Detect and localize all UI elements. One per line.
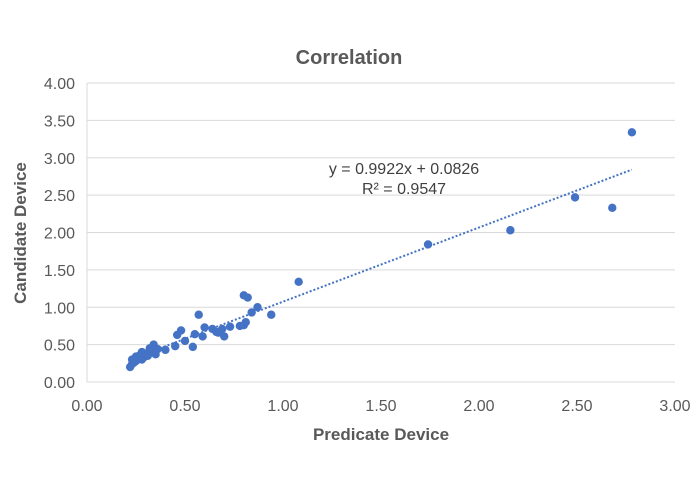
data-point — [180, 336, 190, 346]
x-tick-label: 0.00 — [71, 398, 102, 415]
data-point — [506, 226, 515, 235]
trendline-r-squared: R² = 0.9547 — [362, 181, 446, 198]
data-point — [243, 293, 252, 302]
chart-title: Correlation — [296, 47, 403, 69]
y-tick-label: 2.50 — [44, 188, 75, 205]
data-point — [220, 332, 229, 341]
data-point — [570, 193, 580, 202]
data-point — [627, 128, 637, 137]
data-point — [188, 342, 198, 352]
data-point — [608, 203, 617, 213]
y-axis-title: Candidate Device — [11, 162, 30, 304]
data-point — [171, 341, 180, 351]
data-point — [200, 323, 209, 332]
y-tick-label: 2.00 — [44, 226, 75, 243]
data-point — [423, 240, 433, 249]
data-point — [176, 326, 186, 335]
x-tick-label: 1.00 — [267, 398, 298, 415]
x-tick-label: 2.50 — [561, 398, 592, 415]
y-tick-label: 4.00 — [44, 76, 75, 93]
trendline-equation: y = 0.9922x + 0.0826 — [329, 161, 479, 178]
data-point — [225, 322, 235, 331]
data-point — [194, 310, 203, 319]
data-point — [153, 344, 162, 354]
y-tick-label: 0.50 — [44, 338, 75, 355]
data-point — [253, 303, 262, 312]
y-tick-label: 0.00 — [44, 375, 75, 392]
x-axis-title: Predicate Device — [313, 425, 449, 444]
x-tick-label: 3.00 — [659, 398, 690, 415]
y-tick-labels: 0.00 0.50 1.00 1.50 2.00 2.50 3.00 3.50 4.00 — [44, 76, 75, 392]
data-points — [125, 128, 637, 372]
y-tick-label: 3.50 — [44, 113, 75, 130]
x-tick-label: 0.50 — [169, 398, 200, 415]
y-tick-label: 1.50 — [44, 263, 75, 280]
data-point — [294, 277, 303, 287]
data-point — [241, 318, 250, 327]
y-tick-label: 1.00 — [44, 300, 75, 317]
data-point — [218, 324, 227, 334]
x-tick-label: 2.00 — [463, 398, 494, 415]
data-point — [161, 345, 170, 355]
data-point — [198, 332, 207, 341]
data-point — [190, 329, 199, 339]
x-tick-label: 1.50 — [365, 398, 396, 415]
y-tick-label: 3.00 — [44, 151, 75, 168]
x-tick-labels: 0.00 0.50 1.00 1.50 2.00 2.50 3.00 — [71, 398, 690, 415]
data-point — [267, 310, 276, 319]
data-point — [247, 308, 256, 317]
